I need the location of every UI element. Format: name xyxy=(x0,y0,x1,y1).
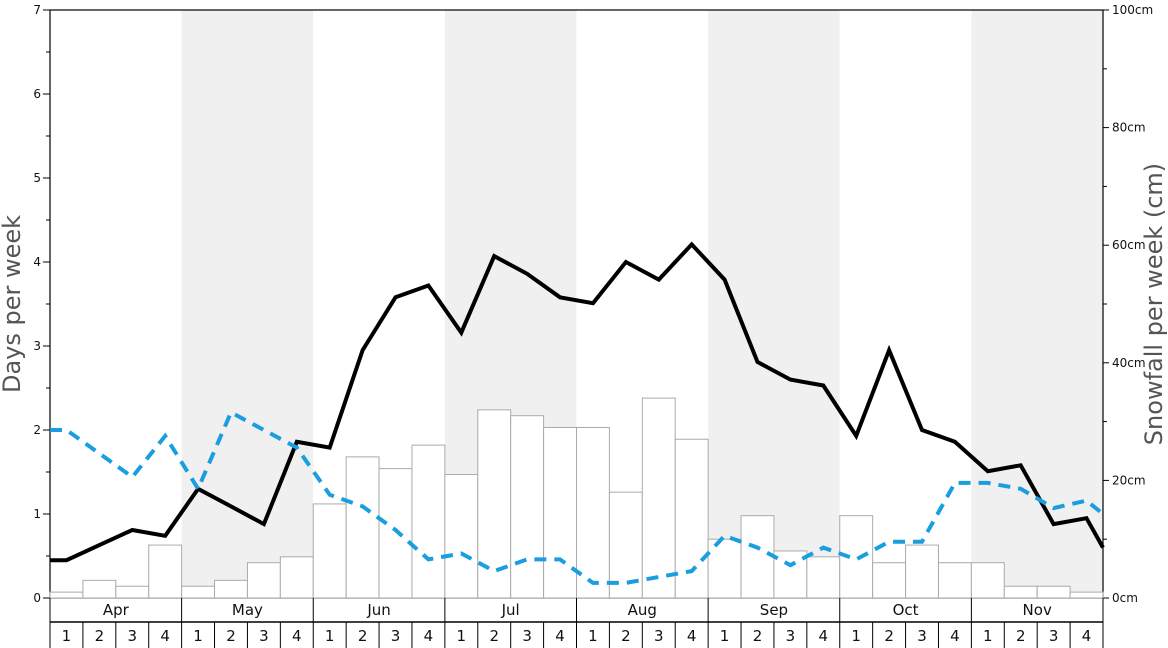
week-label: 4 xyxy=(555,627,565,645)
snowfall-bar xyxy=(740,515,775,599)
snowfall-bar xyxy=(773,550,808,599)
week-label: 4 xyxy=(424,627,434,645)
snowfall-bar xyxy=(937,562,972,599)
snowfall-bar xyxy=(378,468,413,599)
week-label: 1 xyxy=(457,627,467,645)
week-label: 1 xyxy=(325,627,335,645)
week-label: 1 xyxy=(720,627,730,645)
week-label: 1 xyxy=(193,627,203,645)
y-tick-label-right: 60cm xyxy=(1112,238,1146,252)
snowfall-bar xyxy=(576,426,610,599)
y-tick-label-left: 4 xyxy=(33,255,41,269)
week-label: 3 xyxy=(1049,627,1059,645)
week-label: 2 xyxy=(621,627,631,645)
week-label: 3 xyxy=(391,627,401,645)
month-label-aug: Aug xyxy=(628,601,657,619)
month-label-sep: Sep xyxy=(760,601,788,619)
week-label: 1 xyxy=(983,627,993,645)
y-tick-label-left: 6 xyxy=(33,87,41,101)
y-tick-label-left: 1 xyxy=(33,507,41,521)
snowfall-bar xyxy=(148,544,183,599)
week-label: 4 xyxy=(160,627,170,645)
y-axis-title-left: Days per week xyxy=(0,215,26,393)
y-tick-label-left: 5 xyxy=(33,171,41,185)
y-tick-label-right: 100cm xyxy=(1112,3,1153,17)
week-label: 3 xyxy=(127,627,137,645)
week-label: 3 xyxy=(522,627,532,645)
y-tick-label-right: 0cm xyxy=(1112,591,1138,605)
month-band-sep xyxy=(708,10,840,598)
week-label: 3 xyxy=(654,627,664,645)
month-label-apr: Apr xyxy=(103,601,130,619)
y-tick-label-left: 7 xyxy=(33,3,41,17)
snowfall-bar xyxy=(214,579,248,599)
snowfall-bar xyxy=(477,409,512,599)
snowfall-bar xyxy=(1036,585,1071,599)
week-label: 4 xyxy=(292,627,302,645)
month-band-oct xyxy=(839,10,972,598)
y-tick-label-left: 2 xyxy=(33,423,41,437)
snowfall-bar xyxy=(905,544,939,599)
week-label: 3 xyxy=(259,627,269,645)
solid-series-line xyxy=(50,241,1105,563)
month-label-may: May xyxy=(232,601,263,619)
snowfall-bar xyxy=(970,562,1005,599)
x-axis: Apr May Jun Jul Aug Sep Oct Nov 1 2 3 4 1 2 3 4 1 2 3 4 1 2 3 4… xyxy=(49,598,1104,648)
week-label: 4 xyxy=(819,627,829,645)
series-lines xyxy=(50,241,1105,585)
week-label: 3 xyxy=(786,627,796,645)
week-label: 4 xyxy=(687,627,697,645)
snowfall-bar xyxy=(839,515,874,599)
y-axis-title-right: Snowfall per week (cm) xyxy=(1140,163,1168,445)
snowfall-bars xyxy=(49,397,1104,599)
week-label: 2 xyxy=(753,627,763,645)
snowfall-bar xyxy=(510,415,545,599)
snowfall-bar xyxy=(312,503,347,599)
y-tick-label-left: 0 xyxy=(33,591,41,605)
snowfall-bar xyxy=(49,591,84,599)
snowfall-bar xyxy=(806,556,841,599)
snowfall-bar xyxy=(246,562,281,599)
y-tick-label-right: 40cm xyxy=(1112,356,1146,370)
week-label: 2 xyxy=(1016,627,1026,645)
week-label: 2 xyxy=(226,627,236,645)
week-label: 1 xyxy=(851,627,861,645)
month-label-nov: Nov xyxy=(1023,601,1052,619)
month-label-oct: Oct xyxy=(893,601,919,619)
y-tick-label-left: 3 xyxy=(33,339,41,353)
snowfall-bar xyxy=(641,397,676,599)
week-label: 2 xyxy=(358,627,368,645)
snowfall-bar xyxy=(674,438,709,599)
dashed-series-line xyxy=(50,409,1105,585)
month-band-nov xyxy=(971,10,1103,598)
week-label: 2 xyxy=(489,627,499,645)
week-label: 1 xyxy=(62,627,72,645)
snowfall-bar xyxy=(279,556,314,599)
month-band-apr xyxy=(50,10,182,598)
month-band-may xyxy=(181,10,314,598)
snowfall-bar xyxy=(543,426,577,599)
week-label: 2 xyxy=(884,627,894,645)
snowfall-bar xyxy=(1003,585,1038,599)
week-label: 2 xyxy=(95,627,105,645)
week-label: 4 xyxy=(1082,627,1092,645)
snowfall-bar xyxy=(181,585,216,599)
week-label: 4 xyxy=(950,627,960,645)
snowfall-bar xyxy=(707,538,742,599)
axis-titles: Days per week Snowfall per week (cm) xyxy=(0,163,1168,445)
snowfall-bar xyxy=(1069,591,1104,599)
snowfall-bar xyxy=(444,474,479,599)
snowfall-bar xyxy=(82,579,117,599)
week-label: 1 xyxy=(588,627,598,645)
month-label-jul: Jul xyxy=(501,601,520,619)
snowfall-bar xyxy=(411,444,446,599)
snowfall-bar xyxy=(872,562,907,599)
y-tick-label-right: 20cm xyxy=(1112,473,1146,487)
y-tick-label-right: 80cm xyxy=(1112,121,1146,135)
snowfall-bar xyxy=(115,585,150,599)
snowfall-bar xyxy=(345,456,380,599)
week-label: 3 xyxy=(917,627,927,645)
month-label-jun: Jun xyxy=(366,601,390,619)
